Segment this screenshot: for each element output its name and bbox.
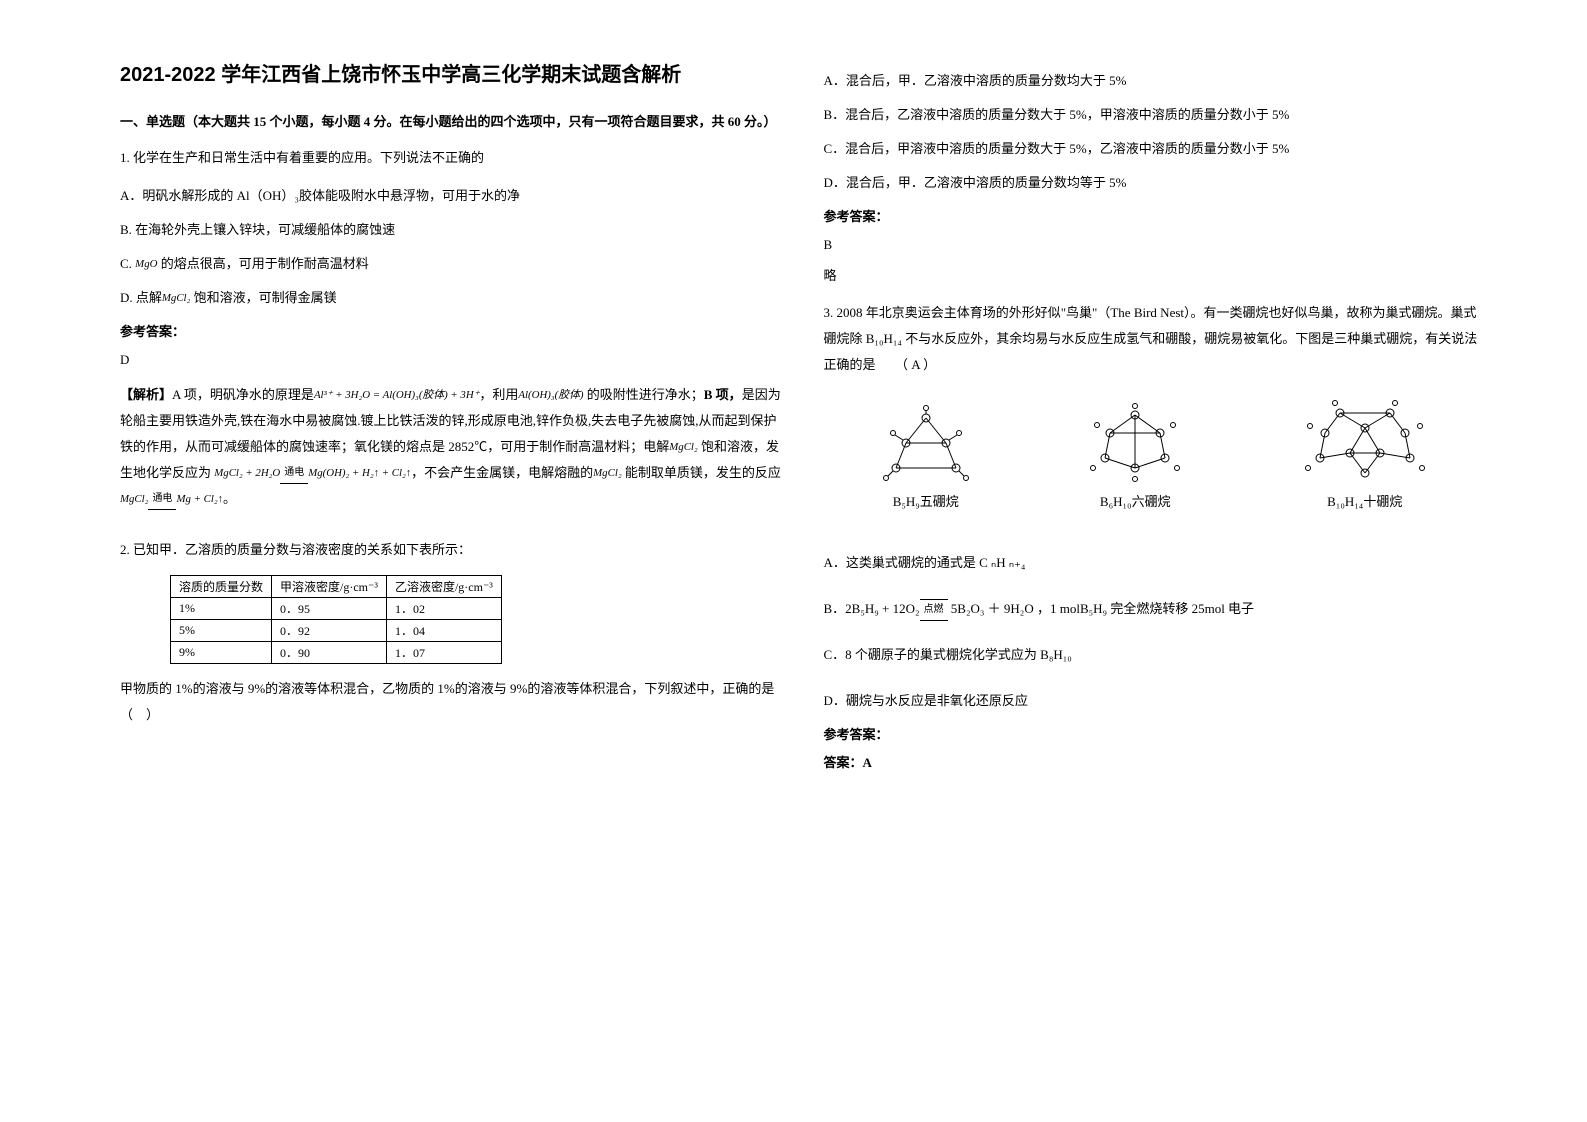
q1-expl3-post2: 能制取单质镁，发生的反应 (622, 465, 781, 480)
q1-optc-formula: MgO (135, 259, 157, 271)
table-header-1: 甲溶液密度/g·cm⁻³ (272, 575, 387, 597)
q2-option-a: A．混合后，甲．乙溶液中溶质的质量分数均大于 5% (824, 68, 1488, 94)
q3-option-d: D．硼烷与水反应是非氧化还原反应 (824, 688, 1488, 714)
q1-expl-f1: Al³⁺ + 3H₂O = Al(OH)₃(胶体) + 3H⁺ (314, 389, 479, 401)
q3-answer: 答案：A (824, 751, 1488, 774)
q1-optc-pre: C. (120, 256, 135, 271)
q2-note: 略 (824, 264, 1488, 287)
q1-optd-pre: D. 点解 (120, 290, 162, 305)
q2-option-c: C．混合后，甲溶液中溶质的质量分数大于 5%，乙溶液中溶质的质量分数小于 5% (824, 136, 1488, 162)
chem-b10h14: B₁₀H₁₄十硼烷 (1300, 398, 1430, 510)
q1-expl2-bold: B 项， (704, 387, 742, 402)
table-cell: 0．95 (272, 597, 387, 619)
q3-answer-label: 参考答案： (824, 724, 1488, 743)
table-cell: 0．90 (272, 641, 387, 663)
q2-option-b: B．混合后，乙溶液中溶质的质量分数大于 5%，甲溶液中溶质的质量分数小于 5% (824, 102, 1488, 128)
q1-expl4-f1: MgCl₂ (120, 493, 148, 505)
q1-expl1: A 项，明矾净水的原理是 (172, 387, 314, 402)
q1-optd-formula: MgCl₂ (162, 293, 190, 305)
q3-optb-arrow: 点燃 (920, 599, 948, 621)
q1-expl1-mid: ，利用 (479, 387, 518, 402)
chem-diagrams: B₅H₉五硼烷 B₆H₁₀六硼烷 (824, 398, 1488, 510)
q1-expl2-f1: MgCl₂ (669, 441, 697, 453)
q3-optb-pre: B．2B₅H₉ + 12O₂ (824, 601, 920, 616)
left-column: 2021-2022 学年江西省上饶市怀玉中学高三化学期末试题含解析 一、单选题（… (100, 60, 804, 1082)
q1-option-c: C. MgO 的熔点很高，可用于制作耐高温材料 (120, 251, 784, 277)
q2-answer: B (824, 233, 1488, 256)
b5h9-icon (881, 403, 971, 483)
q1-expl3-arrow: 通电 (280, 463, 308, 484)
q3-stem: 3. 2008 年北京奥运会主体育场的外形好似"鸟巢"（The Bird Nes… (824, 300, 1488, 378)
right-column: A．混合后，甲．乙溶液中溶质的质量分数均大于 5% B．混合后，乙溶液中溶质的质… (804, 60, 1508, 1082)
table-header-2: 乙溶液密度/g·cm⁻³ (386, 575, 501, 597)
table-cell: 1．02 (386, 597, 501, 619)
table-row: 5% 0．92 1．04 (171, 619, 502, 641)
b6h10-icon (1085, 403, 1185, 483)
q3-option-b: B．2B₅H₉ + 12O₂点燃 5B₂O₃ ＋ 9H₂O ，1 molB₅H₉… (824, 596, 1488, 622)
q1-stem: 1. 化学在生产和日常生活中有着重要的应用。下列说法不正确的 (120, 145, 784, 171)
q1-answer-label: 参考答案： (120, 321, 784, 340)
q3-option-a: A．这类巢式硼烷的通式是 C ₙH ₙ₊₄ (824, 550, 1488, 576)
table-cell: 1．07 (386, 641, 501, 663)
chem-label-1: B₆H₁₀六硼烷 (1085, 491, 1185, 510)
q1-expl-prefix: 【解析】 (120, 387, 172, 402)
q1-optd-post: 饱和溶液，可制得金属镁 (190, 290, 336, 305)
q1-answer: D (120, 348, 784, 371)
q3-optb-post: 5B₂O₃ ＋ 9H₂O ，1 molB₅H₉ 完全燃烧转移 25mol 电子 (948, 601, 1255, 616)
q2-post: 甲物质的 1%的溶液与 9%的溶液等体积混合，乙物质的 1%的溶液与 9%的溶液… (120, 676, 784, 728)
q1-expl4-f2: Mg + Cl₂↑ (176, 493, 223, 505)
chem-b5h9: B₅H₉五硼烷 (881, 403, 971, 510)
table-cell: 1% (171, 597, 272, 619)
q1-expl4-arrow: 通电 (148, 489, 176, 510)
chem-b6h10: B₆H₁₀六硼烷 (1085, 403, 1185, 510)
q2-table: 溶质的质量分数 甲溶液密度/g·cm⁻³ 乙溶液密度/g·cm⁻³ 1% 0．9… (170, 575, 502, 664)
q3-option-c: C．8 个硼原子的巢式棚烷化学式应为 B₈H₁₀ (824, 642, 1488, 668)
document-title: 2021-2022 学年江西省上饶市怀玉中学高三化学期末试题含解析 (120, 60, 784, 90)
q1-option-d: D. 点解MgCl₂ 饱和溶液，可制得金属镁 (120, 285, 784, 311)
q1-expl3-f2: Mg(OH)₂ + H₂↑ + Cl₂↑ (308, 467, 411, 479)
q2-answer-label: 参考答案： (824, 206, 1488, 225)
table-row: 9% 0．90 1．07 (171, 641, 502, 663)
q1-expl3-f3: MgCl₂ (593, 467, 621, 479)
q1-expl3-post: ，不会产生金属镁，电解熔融的 (411, 465, 593, 480)
q1-explanation: 【解析】A 项，明矾净水的原理是Al³⁺ + 3H₂O = Al(OH)₃(胶体… (120, 382, 784, 512)
chem-label-0: B₅H₉五硼烷 (881, 491, 971, 510)
table-header-0: 溶质的质量分数 (171, 575, 272, 597)
b10h14-icon (1300, 398, 1430, 483)
q1-expl4-post: 。 (223, 491, 236, 506)
table-header-row: 溶质的质量分数 甲溶液密度/g·cm⁻³ 乙溶液密度/g·cm⁻³ (171, 575, 502, 597)
table-row: 1% 0．95 1．02 (171, 597, 502, 619)
table-cell: 9% (171, 641, 272, 663)
q2-stem: 2. 已知甲．乙溶质的质量分数与溶液密度的关系如下表所示： (120, 537, 784, 563)
table-cell: 1．04 (386, 619, 501, 641)
section-1-header: 一、单选题（本大题共 15 个小题，每小题 4 分。在每小题给出的四个选项中，只… (120, 110, 784, 133)
q1-expl-f2: Al(OH)₃(胶体) (518, 389, 583, 401)
q1-optc-post: 的熔点很高，可用于制作耐高温材料 (157, 256, 368, 271)
table-cell: 0．92 (272, 619, 387, 641)
q1-option-a: A．明矾水解形成的 Al（OH）₃胶体能吸附水中悬浮物，可用于水的净 (120, 183, 784, 209)
q1-expl2: 的吸附性进行净水； (587, 387, 704, 402)
table-cell: 5% (171, 619, 272, 641)
q1-option-b: B. 在海轮外壳上镶入锌块，可减缓船体的腐蚀速 (120, 217, 784, 243)
chem-label-2: B₁₀H₁₄十硼烷 (1300, 491, 1430, 510)
q2-option-d: D．混合后，甲．乙溶液中溶质的质量分数均等于 5% (824, 170, 1488, 196)
q1-expl3-f1: MgCl₂ + 2H₂O (214, 467, 280, 479)
